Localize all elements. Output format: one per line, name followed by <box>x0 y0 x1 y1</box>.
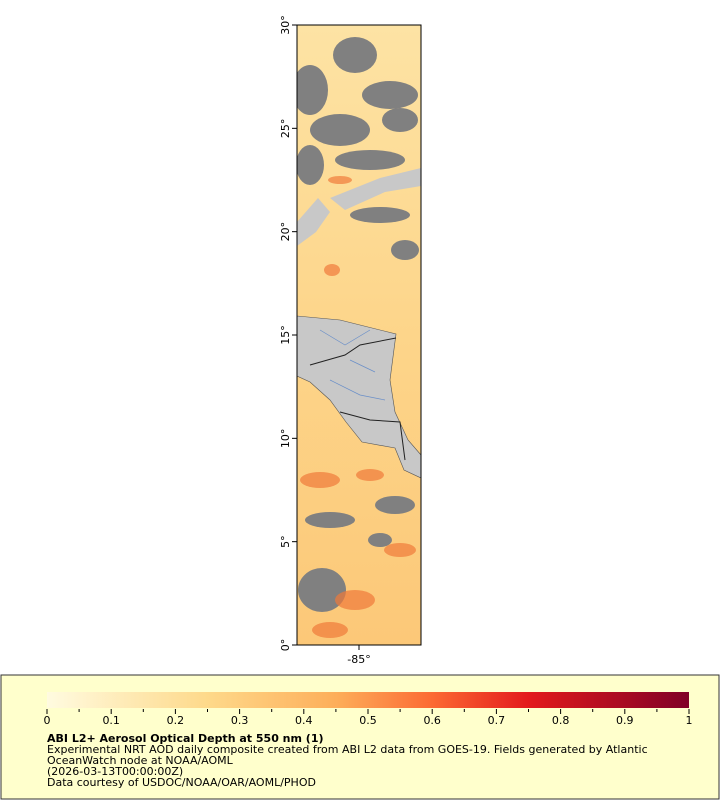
colorbar-axis: 0 0.1 0.2 0.3 0.4 0.5 0.6 0.7 0.8 0.9 1 <box>44 709 693 727</box>
colorbar <box>47 692 689 708</box>
map-image <box>297 25 421 645</box>
axes: 0° 5° 10° 15° 20° 25° 30° -85° <box>279 15 371 666</box>
x-tick-label: -85° <box>347 653 370 666</box>
y-tick-label: 15° <box>279 325 292 345</box>
colorbar-tick-label: 0.4 <box>295 714 313 727</box>
colorbar-tick-label: 0.1 <box>102 714 120 727</box>
y-tick-label: 5° <box>279 535 292 548</box>
colorbar-tick-label: 0.2 <box>167 714 185 727</box>
colorbar-tick-label: 0.6 <box>423 714 441 727</box>
colorbar-tick-label: 0.9 <box>616 714 634 727</box>
colorbar-tick-label: 1 <box>686 714 693 727</box>
y-tick-label: 10° <box>279 429 292 449</box>
y-tick-label: 25° <box>279 119 292 139</box>
caption-line: OceanWatch node at NOAA/AOML <box>47 754 234 767</box>
caption-line: (2026-03-13T00:00:00Z) <box>47 765 183 778</box>
caption-title: ABI L2+ Aerosol Optical Depth at 550 nm … <box>47 732 324 745</box>
colorbar-tick-label: 0 <box>44 714 51 727</box>
caption-line: Data courtesy of USDOC/NOAA/OAR/AOML/PHO… <box>47 776 316 789</box>
colorbar-tick-label: 0.3 <box>231 714 249 727</box>
y-tick-label: 0° <box>279 639 292 652</box>
caption-line: Experimental NRT AOD daily composite cre… <box>47 743 648 756</box>
colorbar-tick-label: 0.5 <box>359 714 377 727</box>
colorbar-tick-label: 0.7 <box>488 714 506 727</box>
y-tick-label: 20° <box>279 222 292 242</box>
y-tick-label: 30° <box>279 15 292 35</box>
colorbar-tick-label: 0.8 <box>552 714 570 727</box>
